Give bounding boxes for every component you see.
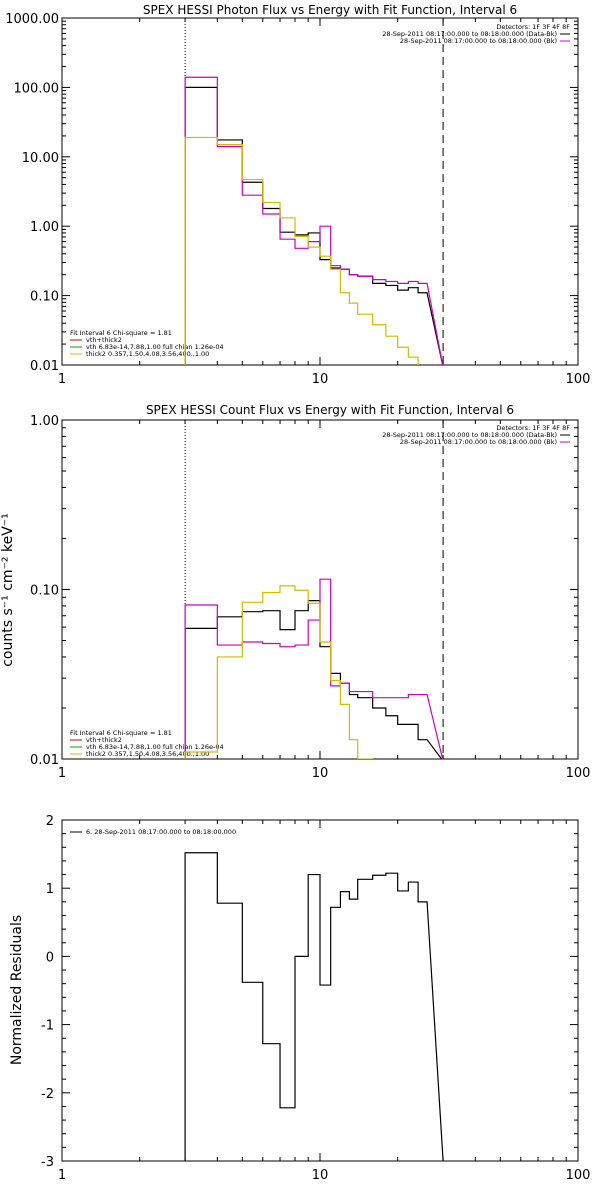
panel1-legend-title: Fit Interval 6 Chi-square = 1.81	[70, 329, 172, 337]
panel1-header-line1: 28-Sep-2011 08:17:00.000 to 08:18:00.000…	[382, 30, 557, 38]
panel2-y-tick-label: 0.01	[30, 753, 59, 768]
panel2-header-line2: 28-Sep-2011 08:17:00.000 to 08:18:00.000…	[400, 438, 557, 446]
panel1-legend-entry-3: thick2 0.357,1.50,4.08,3.56,400.,1.00	[86, 350, 209, 358]
panel2-legend-entry-1: vth+thick2	[86, 736, 122, 744]
panel3-x-tick-label: 1	[58, 1168, 66, 1183]
panel1-y-tick-label: 0.01	[30, 359, 59, 374]
panel1-y-tick-label: 0.10	[30, 290, 59, 305]
panel1-series-1-line	[184, 86, 444, 365]
panel3-y-tick-label: 1	[46, 882, 54, 897]
panel2-y-tick-label: 1.00	[30, 414, 59, 429]
panel2-detectors: Detectors: 1F 3F 4F 8F	[496, 424, 570, 432]
panel1-y-tick-label: 100.00	[14, 81, 60, 96]
panel1-y-tick-label: 1.00	[30, 220, 59, 235]
panel1-x-tick-label: 10	[312, 372, 329, 387]
panel1-x-tick-label: 100	[566, 372, 591, 387]
panel3-legend-entry: 6. 28-Sep-2011 08:17:00.000 to 08:18:00.…	[86, 828, 236, 836]
panel2-x-tick-label: 10	[312, 766, 329, 781]
panel3-y-tick-label: 0	[46, 950, 54, 965]
panel3-y-axis-label: Normalized Residuals	[9, 915, 25, 1065]
panel2-y-tick-label: 0.10	[30, 584, 59, 599]
panel3-y-tick-label: -3	[41, 1155, 54, 1170]
panel1-legend-entry-2: vth 6.83e-14,7.88,1.00 full chian 1.26e-…	[86, 343, 224, 351]
panel3-y-tick-label: 2	[46, 814, 54, 829]
panel1-axes-frame	[61, 17, 579, 366]
residuals-panel: Normalized Residuals 6. 28-Sep-2011 08:1…	[9, 819, 579, 1162]
panel3-y-tick-label: -2	[41, 1087, 54, 1102]
panel1-detectors: Detectors: 1F 3F 4F 8F	[496, 23, 570, 31]
panel1-y-tick-label: 10.00	[22, 151, 59, 166]
panel3-axes-frame	[61, 819, 579, 1162]
panel1-x-tick-label: 1	[58, 372, 66, 387]
panel1-series-2-line	[184, 76, 444, 365]
panel2-legend-entry-2: vth 6.83e-14,7.88,1.00 full chian 1.26e-…	[86, 743, 224, 751]
panel2-title: SPEX HESSI Count Flux vs Energy with Fit…	[146, 403, 514, 417]
panel3-series-1-line	[184, 852, 444, 1161]
panel1-title: SPEX HESSI Photon Flux vs Energy with Fi…	[143, 3, 517, 17]
panel3-x-tick-label: 100	[566, 1168, 591, 1183]
panel2-legend-entry-3: thick2 0.357,1.50,4.08,3.56,400.,1.00	[86, 750, 209, 758]
panel1-series-3-line	[184, 136, 419, 365]
panel2-series-3-line	[184, 585, 374, 759]
count-flux-panel: SPEX HESSI Count Flux vs Energy with Fit…	[0, 403, 579, 760]
panel1-y-tick-label: 1000.00	[5, 12, 59, 27]
panel2-series-1-line	[184, 600, 443, 759]
panel2-x-tick-label: 1	[58, 766, 66, 781]
panel2-series-2-line	[184, 578, 444, 759]
panel1-legend-entry-1: vth+thick2	[86, 336, 122, 344]
panel2-x-tick-label: 100	[566, 766, 591, 781]
panel2-y-axis-label: counts s⁻¹ cm⁻² keV⁻¹	[0, 513, 16, 667]
panel3-y-tick-label: -1	[41, 1019, 54, 1034]
panel2-legend-title: Fit Interval 6 Chi-square = 1.81	[70, 729, 172, 737]
photon-flux-panel: SPEX HESSI Photon Flux vs Energy with Fi…	[61, 3, 579, 366]
panel3-x-tick-label: 10	[312, 1168, 329, 1183]
panel2-header-line1: 28-Sep-2011 08:17:00.000 to 08:18:00.000…	[382, 431, 557, 439]
panel1-header-line2: 28-Sep-2011 08:17:00.000 to 08:18:00.000…	[400, 37, 557, 45]
